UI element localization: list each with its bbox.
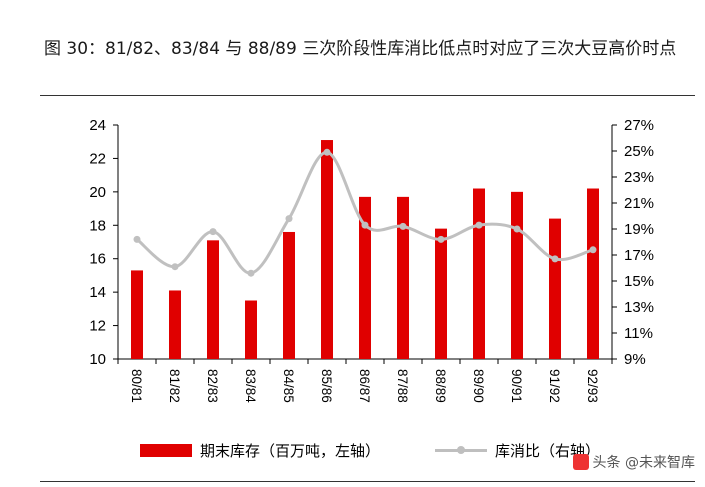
right-tick-label: 19% (624, 221, 654, 238)
top-rule (40, 95, 695, 96)
ratio-point (475, 221, 483, 229)
bar (245, 300, 257, 359)
bar (511, 191, 523, 359)
x-tick-label: 89/90 (471, 369, 486, 403)
legend-line-swatch (435, 444, 487, 457)
bar (283, 231, 295, 359)
legend-bar-swatch (140, 443, 192, 457)
bar-series (131, 140, 599, 359)
x-tick-label: 92/93 (585, 369, 600, 403)
line-series (133, 148, 597, 277)
watermark: 头条 @未来智库 (572, 452, 695, 472)
left-tick-label: 20 (89, 184, 106, 201)
ratio-point (399, 222, 407, 230)
legend-bar-label: 期末库存（百万吨，左轴） (200, 441, 381, 460)
right-tick-label: 25% (624, 143, 654, 160)
right-tick-label: 11% (624, 325, 653, 342)
ratio-point (361, 221, 369, 229)
x-tick-label: 91/92 (547, 369, 562, 403)
left-tick-label: 24 (89, 117, 106, 134)
bar (321, 140, 333, 359)
x-tick-label: 82/83 (205, 369, 220, 403)
x-tick-label: 81/82 (167, 369, 182, 403)
bar (397, 196, 409, 359)
x-tick-label: 87/88 (395, 369, 410, 403)
right-tick-label: 21% (624, 195, 654, 212)
ratio-point (551, 255, 559, 263)
bar (587, 188, 599, 359)
x-tick-label: 90/91 (509, 369, 524, 403)
right-tick-label: 23% (624, 169, 654, 186)
right-tick-label: 9% (624, 351, 646, 368)
ratio-point (513, 225, 521, 233)
bar (359, 196, 371, 359)
x-tick-label: 83/84 (243, 369, 258, 403)
watermark-logo-icon (572, 454, 589, 470)
bar (435, 228, 447, 359)
bar (207, 240, 219, 359)
bottom-rule (40, 481, 695, 482)
left-tick-label: 14 (89, 284, 106, 301)
x-tick-label: 88/89 (433, 369, 448, 403)
left-tick-label: 12 (89, 318, 106, 335)
ratio-point (209, 228, 217, 236)
left-tick-label: 22 (89, 150, 106, 167)
legend-item-bar: 期末库存（百万吨，左轴） (140, 437, 380, 463)
left-tick-label: 18 (89, 217, 106, 234)
bar (131, 270, 143, 359)
x-tick-label: 84/85 (281, 369, 296, 403)
left-tick-label: 16 (89, 251, 106, 268)
right-tick-label: 15% (624, 273, 654, 290)
ratio-point (589, 246, 597, 254)
tick-labels: 10 12 14 16 18 20 22 24 9% 11% 13% 15% 17% 19% 21% 23% 2… (89, 117, 654, 403)
x-tick-label: 80/81 (129, 369, 144, 403)
right-tick-label: 27% (624, 117, 654, 134)
bar (549, 218, 561, 359)
chart-title: 图 30：81/82、83/84 与 88/89 三次阶段性库消比低点时对应了三… (44, 39, 677, 59)
ratio-point (437, 235, 445, 243)
ratio-point (323, 148, 331, 156)
bar (169, 290, 181, 359)
left-tick-label: 10 (89, 351, 106, 368)
right-tick-label: 13% (624, 299, 654, 316)
ratio-point (285, 215, 293, 223)
ratio-point (133, 235, 141, 243)
x-tick-label: 85/86 (319, 369, 334, 403)
bar (473, 188, 485, 359)
x-tick-label: 86/87 (357, 369, 372, 403)
right-tick-label: 17% (624, 247, 654, 264)
ratio-point (171, 263, 179, 271)
watermark-text: 头条 @未来智库 (592, 455, 695, 471)
ratio-point (247, 269, 255, 277)
